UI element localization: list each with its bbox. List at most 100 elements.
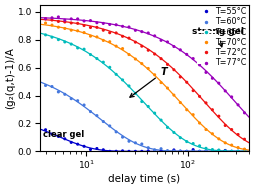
Point: [140, 143, 144, 146]
Point: [43, 84, 47, 87]
Point: [114, 150, 118, 153]
Point: [63, 137, 67, 140]
Point: [159, 149, 163, 153]
Point: [121, 78, 125, 81]
Point: [114, 45, 118, 48]
Legend: T=55°C, T=60°C, T=65°C, T=70°C, T=72°C, T=77°C: T=55°C, T=60°C, T=65°C, T=70°C, T=72°C, …: [197, 6, 248, 68]
Point: [127, 84, 131, 88]
Point: [198, 63, 202, 66]
Point: [146, 31, 150, 34]
Point: [230, 128, 234, 131]
Point: [223, 149, 227, 153]
Point: [178, 101, 182, 104]
Point: [56, 38, 60, 41]
Point: [172, 94, 176, 97]
Point: [243, 148, 247, 151]
Point: [210, 148, 214, 151]
Point: [50, 24, 54, 27]
Point: [43, 128, 47, 131]
Point: [69, 141, 73, 144]
Point: [178, 149, 182, 153]
Point: [243, 148, 247, 151]
Point: [198, 150, 202, 153]
Point: [108, 40, 112, 43]
Point: [153, 148, 157, 151]
Point: [95, 21, 99, 24]
Point: [50, 85, 54, 88]
Point: [191, 89, 195, 92]
Point: [63, 20, 67, 23]
Point: [50, 133, 54, 136]
Point: [43, 22, 47, 25]
Point: [165, 126, 169, 129]
Point: [178, 75, 182, 78]
Point: [108, 124, 112, 127]
Point: [223, 149, 227, 152]
Point: [50, 19, 54, 22]
Point: [236, 103, 240, 106]
Point: [204, 150, 208, 153]
Point: [121, 149, 125, 152]
Point: [88, 19, 92, 22]
Point: [165, 149, 169, 152]
Point: [140, 150, 144, 153]
Point: [101, 148, 105, 151]
Point: [146, 105, 150, 108]
Point: [56, 135, 60, 138]
Point: [140, 45, 144, 48]
Point: [76, 29, 80, 32]
Point: [153, 112, 157, 115]
Point: [82, 48, 86, 51]
Point: [159, 39, 163, 42]
Point: [217, 149, 221, 152]
Point: [185, 108, 189, 111]
Y-axis label: (g₂(q,t)-1)/A: (g₂(q,t)-1)/A: [5, 47, 15, 109]
Point: [178, 150, 182, 153]
Point: [63, 19, 67, 22]
Point: [76, 46, 80, 50]
Point: [108, 66, 112, 69]
Point: [230, 150, 234, 153]
Point: [230, 95, 234, 98]
Point: [185, 150, 189, 153]
Point: [198, 150, 202, 153]
Point: [76, 17, 80, 20]
Point: [101, 39, 105, 42]
Point: [76, 22, 80, 25]
Point: [146, 67, 150, 70]
Point: [76, 143, 80, 146]
Point: [133, 41, 137, 44]
Point: [43, 17, 47, 20]
Point: [127, 150, 131, 153]
Point: [210, 132, 214, 135]
Point: [56, 15, 60, 19]
Point: [217, 82, 221, 85]
Point: [95, 26, 99, 29]
Point: [121, 35, 125, 38]
Point: [121, 136, 125, 139]
Point: [88, 53, 92, 56]
Point: [133, 141, 137, 144]
Point: [56, 90, 60, 93]
Point: [140, 100, 144, 103]
Point: [217, 137, 221, 140]
Point: [210, 150, 214, 153]
Point: [140, 62, 144, 65]
Point: [159, 119, 163, 122]
Point: [185, 140, 189, 143]
Point: [223, 141, 227, 144]
Point: [159, 147, 163, 150]
Point: [230, 150, 234, 153]
Point: [230, 144, 234, 147]
Point: [153, 73, 157, 76]
Point: [108, 150, 112, 153]
Point: [127, 26, 131, 29]
Text: T: T: [130, 67, 167, 97]
Point: [69, 29, 73, 32]
Text: strong gel: strong gel: [192, 26, 244, 47]
Point: [82, 104, 86, 107]
Point: [88, 35, 92, 38]
Point: [140, 30, 144, 33]
Point: [56, 26, 60, 29]
X-axis label: delay time (s): delay time (s): [108, 174, 180, 184]
